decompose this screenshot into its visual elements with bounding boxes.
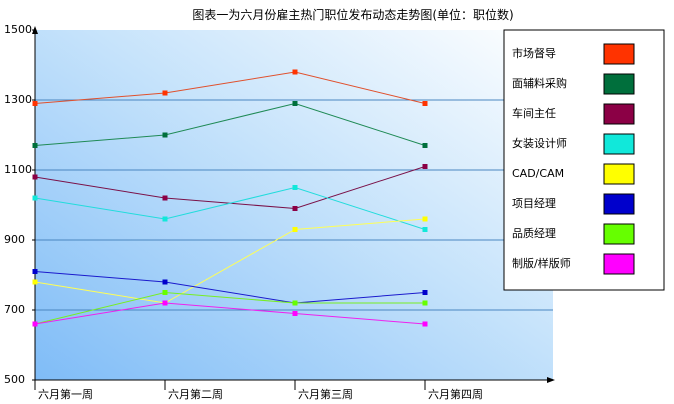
data-point <box>162 300 168 306</box>
data-point <box>32 321 38 327</box>
data-point <box>162 279 168 285</box>
series-line <box>34 102 426 146</box>
data-point <box>292 101 298 106</box>
legend-swatch <box>603 193 635 215</box>
legend-label: 市场督导 <box>512 46 556 60</box>
y-tick-label: 500 <box>4 373 25 386</box>
data-point <box>162 132 168 138</box>
data-point <box>422 164 428 169</box>
legend-swatch <box>603 163 635 185</box>
data-point <box>422 143 428 148</box>
series-7 <box>32 300 428 327</box>
data-point <box>292 300 298 306</box>
data-point <box>292 206 298 211</box>
series-1 <box>32 101 428 148</box>
data-point <box>422 321 428 327</box>
y-tick-label: 1500 <box>4 23 32 36</box>
x-tick-label: 六月第三周 <box>298 387 353 401</box>
data-point <box>422 300 428 306</box>
data-point <box>162 90 168 96</box>
x-axis-arrow <box>547 377 555 383</box>
data-point <box>422 290 428 295</box>
data-point <box>32 143 38 148</box>
series-line <box>34 218 426 304</box>
series-line <box>34 302 426 325</box>
series-line <box>34 291 425 325</box>
data-point <box>32 174 38 180</box>
axes: 500 700 900 1100 1300 1500 六月第一周 六月第二周 六月第三周 六月第四… <box>4 23 555 401</box>
data-point <box>162 195 168 201</box>
data-point <box>422 101 428 106</box>
data-point <box>32 269 38 274</box>
series-line <box>34 271 426 304</box>
data-point <box>162 216 168 222</box>
data-point <box>292 311 298 316</box>
legend-swatch <box>603 133 635 155</box>
data-point <box>292 227 298 232</box>
legend-label: 项目经理 <box>512 197 556 210</box>
legend-label: 制版/样版师 <box>512 256 571 270</box>
legend-label: 面辅料采购 <box>512 76 567 90</box>
data-point <box>32 279 38 285</box>
data-point <box>292 185 298 190</box>
x-tick-label: 六月第四周 <box>428 387 483 401</box>
legend-swatch <box>603 253 635 275</box>
legend-label: 品质经理 <box>512 227 556 240</box>
series-line <box>34 71 426 104</box>
legend-swatch <box>603 73 635 95</box>
legend-label: CAD/CAM <box>512 167 564 180</box>
legend-label: 车间主任 <box>512 106 556 120</box>
legend-box <box>503 29 665 291</box>
data-point <box>162 290 168 295</box>
chart-title: 图表一为六月份雇主热门职位发布动态走势图(单位：职位数) <box>192 7 513 22</box>
legend-label: 女装设计师 <box>512 136 567 150</box>
series-line <box>34 186 426 230</box>
y-tick-label: 1300 <box>4 93 32 106</box>
series-0 <box>32 69 428 106</box>
data-point <box>32 101 38 106</box>
y-tick-label: 1100 <box>4 163 32 176</box>
legend-swatch <box>603 43 635 65</box>
series-lines <box>32 69 428 327</box>
data-point <box>292 69 298 75</box>
legend-swatch <box>603 103 635 125</box>
y-tick-label: 900 <box>4 233 25 246</box>
legend-swatch <box>603 223 635 245</box>
y-tick-label: 700 <box>4 303 25 316</box>
x-tick-label: 六月第二周 <box>168 387 223 401</box>
series-3 <box>32 185 428 232</box>
x-tick-label: 六月第一周 <box>38 387 93 401</box>
plot-area <box>35 30 553 380</box>
y-axis-arrow <box>32 26 38 34</box>
data-point <box>32 195 38 201</box>
data-point <box>422 216 428 222</box>
gridlines <box>35 99 553 311</box>
data-point <box>422 227 428 232</box>
